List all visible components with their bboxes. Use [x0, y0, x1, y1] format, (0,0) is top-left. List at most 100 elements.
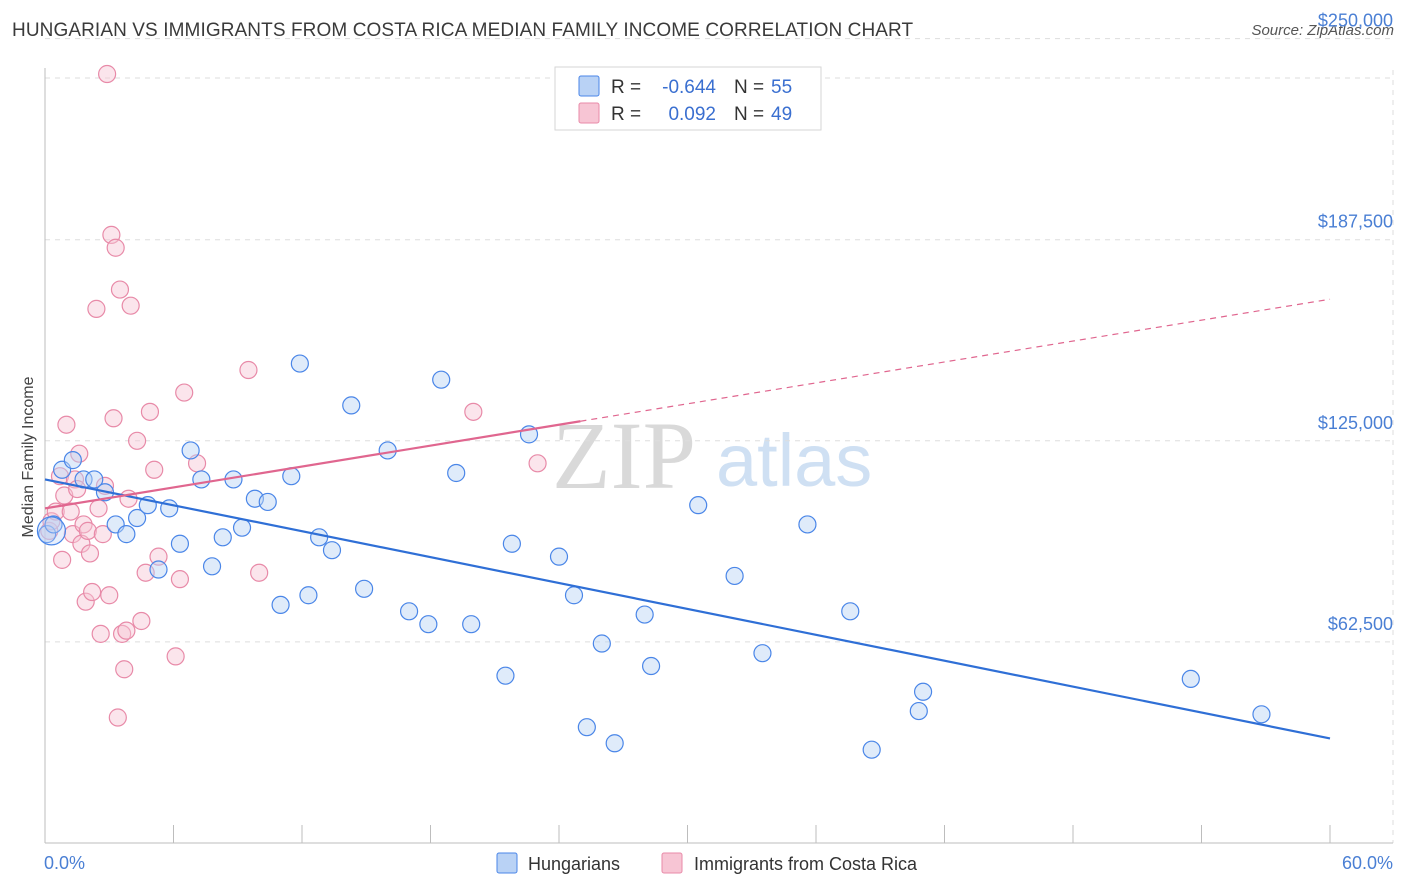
hungarians-point [232, 518, 252, 537]
watermark-atlas: atlas [716, 419, 872, 502]
costa-rica-point [239, 360, 258, 380]
hungarians-point [496, 666, 515, 685]
costa-rica-point [110, 280, 130, 299]
bottom-legend-swatch-hungarians [496, 852, 518, 874]
hungarians-point [841, 602, 860, 621]
hungarians-point [641, 656, 661, 676]
legend-n-value-1: 55 [771, 77, 792, 98]
costa-rica-point [76, 592, 95, 611]
hungarians-point [419, 615, 438, 634]
costa-rica-point [115, 660, 134, 679]
series-legend: Hungarians Immigrants from Costa Rica [496, 852, 918, 874]
x-axis-min-label: 0.0% [44, 853, 85, 873]
hungarians-point [355, 579, 374, 598]
costa-rica-point [127, 431, 147, 450]
hungarians-point [170, 534, 190, 553]
axes [44, 68, 1393, 844]
costa-rica-point [117, 621, 136, 640]
y-tick-label: $62,500 [1328, 614, 1393, 634]
hungarians-point [753, 644, 772, 663]
watermark-zip: ZIP [552, 402, 696, 509]
y-tick-label: $187,500 [1318, 212, 1393, 232]
trend-line-costa-rica-extension [580, 298, 1331, 422]
costa-rica-point [145, 460, 164, 479]
series-costa-rica-points [40, 64, 547, 727]
series-hungarians-points [36, 354, 1271, 759]
grid-lines [45, 38, 1394, 843]
hungarians-point [117, 525, 136, 544]
hungarians-point [447, 463, 466, 483]
hungarians-point [689, 496, 708, 515]
hungarians-point [85, 470, 104, 489]
hungarians-point [271, 595, 290, 615]
costa-rica-point [108, 708, 127, 727]
costa-rica-point [53, 550, 72, 569]
costa-rica-point [87, 299, 106, 318]
costa-rica-point [140, 402, 160, 421]
hungarians-point [549, 547, 569, 566]
hungarians-point [502, 534, 521, 553]
bottom-legend-label-hungarians: Hungarians [528, 854, 620, 874]
legend-r-label-2: R = [611, 104, 641, 125]
trend-lines [44, 298, 1331, 740]
hungarians-point [564, 586, 584, 605]
correlation-legend: R = -0.644 N = 55 R = 0.092 N = 49 [554, 66, 822, 131]
costa-rica-point [175, 383, 194, 402]
hungarians-point [310, 528, 329, 547]
hungarians-point [299, 586, 318, 605]
legend-n-label-1: N = [734, 77, 764, 98]
legend-r-value-2: 0.092 [668, 104, 716, 125]
costa-rica-point [166, 647, 185, 666]
costa-rica-point [106, 238, 125, 257]
costa-rica-point [57, 415, 76, 434]
hungarians-point [798, 515, 817, 534]
hungarians-point [181, 441, 200, 460]
legend-n-label-2: N = [734, 104, 764, 125]
hungarians-point [63, 451, 82, 470]
hungarians-point [635, 605, 654, 624]
bottom-legend-swatch-costa-rica [661, 852, 683, 874]
hungarians-point [127, 508, 147, 528]
costa-rica-point [104, 409, 123, 428]
costa-rica-point [80, 544, 100, 563]
hungarians-point [258, 492, 277, 512]
hungarians-point [605, 734, 624, 753]
legend-r-value-1: -0.644 [662, 77, 716, 98]
hungarians-point [862, 740, 881, 759]
costa-rica-point [528, 454, 547, 473]
legend-r-label-1: R = [611, 77, 641, 98]
costa-rica-point [89, 499, 108, 518]
costa-rica-point [170, 570, 190, 589]
hungarians-point [38, 525, 57, 544]
source-credit: Source: ZipAtlas.com [1251, 22, 1394, 39]
hungarians-point [725, 566, 744, 586]
legend-swatch-hungarians [578, 75, 600, 97]
chart-title: HUNGARIAN VS IMMIGRANTS FROM COSTA RICA … [12, 20, 914, 41]
hungarians-point [342, 396, 361, 415]
hungarians-point [432, 370, 451, 389]
hungarians-point [202, 557, 222, 576]
costa-rica-point [100, 586, 119, 605]
bottom-legend-label-costa-rica: Immigrants from Costa Rica [694, 854, 918, 874]
hungarians-point [149, 560, 168, 579]
hungarians-point [1181, 669, 1200, 689]
hungarians-point [44, 515, 63, 534]
costa-rica-point [250, 563, 269, 582]
costa-rica-point [132, 611, 151, 631]
hungarians-point [913, 682, 933, 701]
y-tick-label: $125,000 [1318, 413, 1393, 433]
hungarians-point [577, 718, 596, 737]
hungarians-point [909, 701, 928, 721]
trend-line-hungarians [44, 478, 1331, 740]
hungarians-point [592, 634, 611, 653]
y-tick-label: $250,000 [1318, 11, 1393, 31]
hungarians-point-cluster [36, 516, 67, 546]
hungarians-point [213, 528, 232, 547]
hungarians-point [290, 354, 309, 373]
hungarians-point [322, 541, 342, 560]
legend-n-value-2: 49 [771, 104, 792, 125]
costa-rica-point [83, 582, 102, 602]
costa-rica-point [98, 64, 117, 84]
legend-swatch-costa-rica [578, 102, 600, 124]
